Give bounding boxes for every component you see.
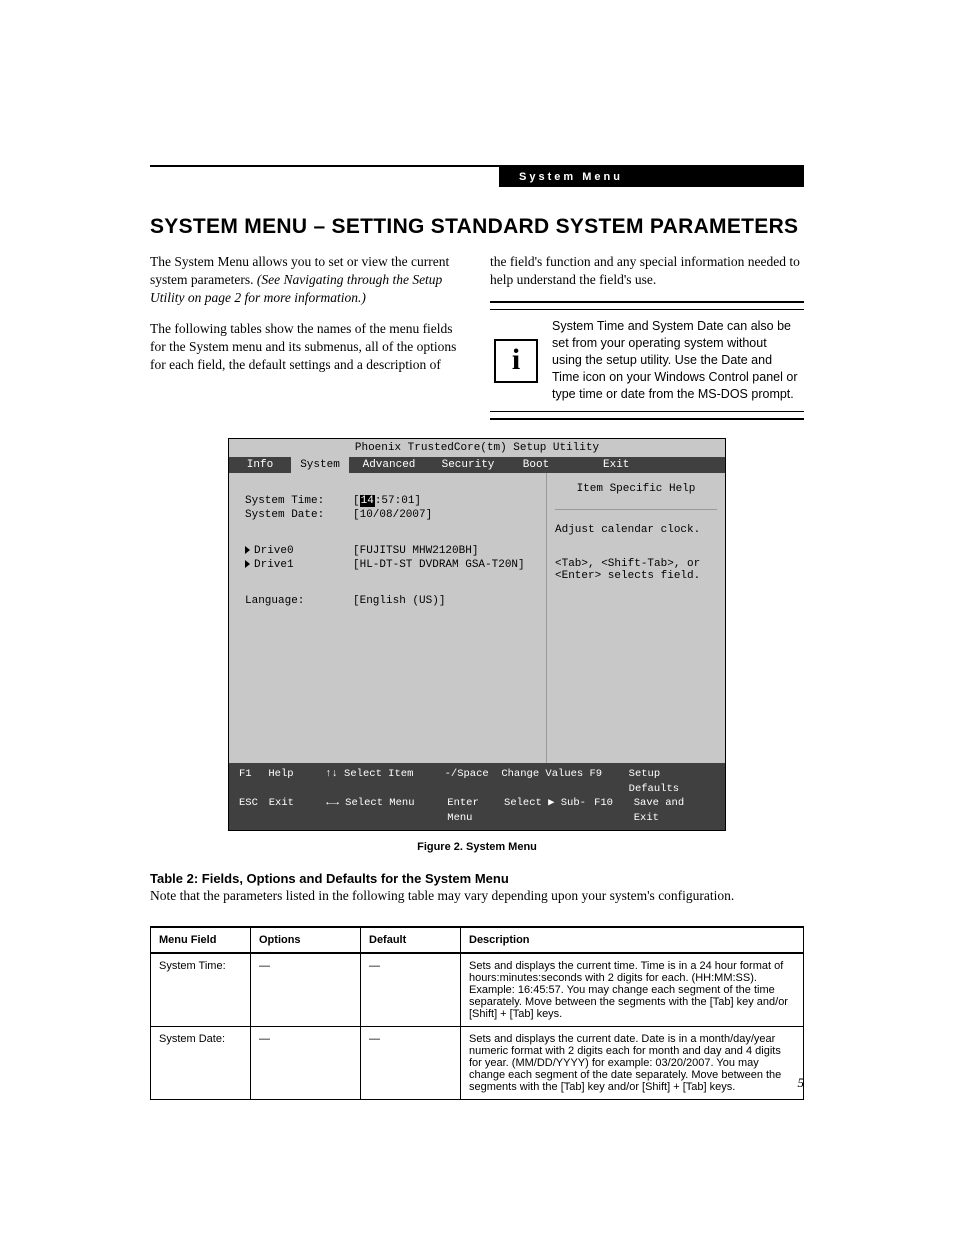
bios-date-val: [10/08/2007]	[353, 509, 432, 521]
table-note: Note that the parameters listed in the f…	[150, 888, 804, 904]
bf-ent-key: Enter	[447, 797, 479, 809]
bf-exit: Exit	[269, 796, 327, 825]
td-options: —	[251, 1026, 361, 1099]
bios-drive1-row: Drive1 [HL-DT-ST DVDRAM GSA-T20N]	[245, 559, 536, 571]
bios-drive0-text: Drive0	[254, 545, 294, 557]
bios-help-spacer	[555, 536, 717, 558]
bios-footer-row1: F1 Help ↑↓ Select Item -/Space Change Va…	[239, 767, 715, 796]
bios-footer-row2: ESC Exit ←→ Select Menu Enter Select ▶ S…	[239, 796, 715, 825]
bf-chg-txt: Change Values	[501, 768, 583, 780]
bf-defaults: Setup Defaults	[629, 767, 715, 796]
bios-drive0-label: Drive0	[245, 545, 353, 557]
bios-tab-system: System	[291, 457, 349, 473]
td-default: —	[361, 1026, 461, 1099]
bf-sel-item: ↑↓ Select Item	[325, 767, 444, 796]
bf-save: Save and Exit	[634, 796, 715, 825]
page-number: 5	[798, 1075, 805, 1091]
bios-body: System Time: [14:57:01] System Date: [10…	[229, 473, 725, 763]
bios-time-rest: :57:01]	[375, 495, 421, 507]
bios-time-label: System Time:	[245, 495, 353, 507]
table-row: System Time: — — Sets and displays the c…	[151, 953, 804, 1027]
info-icon: i	[494, 339, 538, 383]
bios-help-panel: Item Specific Help Adjust calendar clock…	[547, 473, 725, 763]
table-header-row: Menu Field Options Default Description	[151, 927, 804, 953]
th-default: Default	[361, 927, 461, 953]
bios-tab-info: Info	[229, 457, 291, 473]
bios-lang-val: [English (US)]	[353, 595, 445, 607]
bios-lang-label: Language:	[245, 595, 353, 607]
bios-help-title: Item Specific Help	[555, 483, 717, 510]
th-desc: Description	[461, 927, 804, 953]
arrow-icon	[245, 560, 250, 568]
bios-drive0-val: [FUJITSU MHW2120BH]	[353, 545, 478, 557]
td-options: —	[251, 953, 361, 1027]
header-bar: System Menu	[150, 167, 804, 187]
note-box: i System Time and System Date can also b…	[490, 301, 804, 419]
bf-chg: -/Space Change Values	[445, 767, 590, 796]
td-field: System Time:	[151, 953, 251, 1027]
bios-help-l2: <Tab>, <Shift-Tab>, or	[555, 558, 717, 570]
table-title: Table 2: Fields, Options and Defaults fo…	[150, 871, 804, 886]
bios-footer: F1 Help ↑↓ Select Item -/Space Change Va…	[229, 763, 725, 830]
bf-f9: F9	[589, 767, 628, 796]
bios-drive1-label: Drive1	[245, 559, 353, 571]
bios-spacer	[245, 523, 536, 545]
bios-date-label: System Date:	[245, 509, 353, 521]
intro-col-left: The System Menu allows you to set or vie…	[150, 253, 464, 420]
intro-p2: The following tables show the names of t…	[150, 320, 464, 375]
table-row: System Date: — — Sets and displays the c…	[151, 1026, 804, 1099]
bios-help-l1: Adjust calendar clock.	[555, 524, 717, 536]
bios-drive0-row: Drive0 [FUJITSU MHW2120BH]	[245, 545, 536, 557]
arrow-icon	[245, 546, 250, 554]
bios-tabs: Info System Advanced Security Boot Exit	[229, 457, 725, 473]
header-label: System Menu	[499, 167, 804, 187]
bios-drive1-val: [HL-DT-ST DVDRAM GSA-T20N]	[353, 559, 525, 571]
td-default: —	[361, 953, 461, 1027]
th-options: Options	[251, 927, 361, 953]
bios-screenshot: Phoenix TrustedCore(tm) Setup Utility In…	[228, 438, 726, 831]
bf-f1: F1	[239, 767, 268, 796]
bf-help: Help	[268, 767, 325, 796]
bf-ent: Enter Select ▶ Sub-Menu	[447, 796, 594, 825]
bf-f10: F10	[594, 796, 634, 825]
td-desc: Sets and displays the current date. Date…	[461, 1026, 804, 1099]
bios-help-l3: <Enter> selects field.	[555, 570, 717, 582]
intro-col-right: the field's function and any special inf…	[490, 253, 804, 420]
bios-main: System Time: [14:57:01] System Date: [10…	[229, 473, 547, 763]
bios-lang-row: Language: [English (US)]	[245, 595, 536, 607]
bios-tab-boot: Boot	[507, 457, 565, 473]
bf-chg-key: -/Space	[445, 768, 489, 780]
bios-time-cursor: 14	[360, 495, 375, 507]
bf-sel-menu: ←→ Select Menu	[326, 796, 447, 825]
intro-p1: The System Menu allows you to set or vie…	[150, 253, 464, 308]
figure-caption: Figure 2. System Menu	[150, 841, 804, 853]
fields-table: Menu Field Options Default Description S…	[150, 926, 804, 1100]
bf-esc: ESC	[239, 796, 269, 825]
bios-drive1-text: Drive1	[254, 559, 294, 571]
bios-tab-security: Security	[429, 457, 507, 473]
bios-tab-advanced: Advanced	[349, 457, 429, 473]
note-text: System Time and System Date can also be …	[552, 318, 800, 402]
bios-date-row: System Date: [10/08/2007]	[245, 509, 536, 521]
note-inner: i System Time and System Date can also b…	[490, 309, 804, 411]
bios-title: Phoenix TrustedCore(tm) Setup Utility	[229, 439, 725, 457]
page-title: SYSTEM MENU – SETTING STANDARD SYSTEM PA…	[150, 215, 804, 239]
intro-p3: the field's function and any special inf…	[490, 253, 804, 289]
bios-time-row: System Time: [14:57:01]	[245, 495, 536, 507]
bios-spacer	[245, 573, 536, 595]
th-field: Menu Field	[151, 927, 251, 953]
bios-tab-exit: Exit	[565, 457, 725, 473]
intro-columns: The System Menu allows you to set or vie…	[150, 253, 804, 420]
bios-time-val: [14:57:01]	[353, 495, 421, 507]
td-desc: Sets and displays the current time. Time…	[461, 953, 804, 1027]
td-field: System Date:	[151, 1026, 251, 1099]
